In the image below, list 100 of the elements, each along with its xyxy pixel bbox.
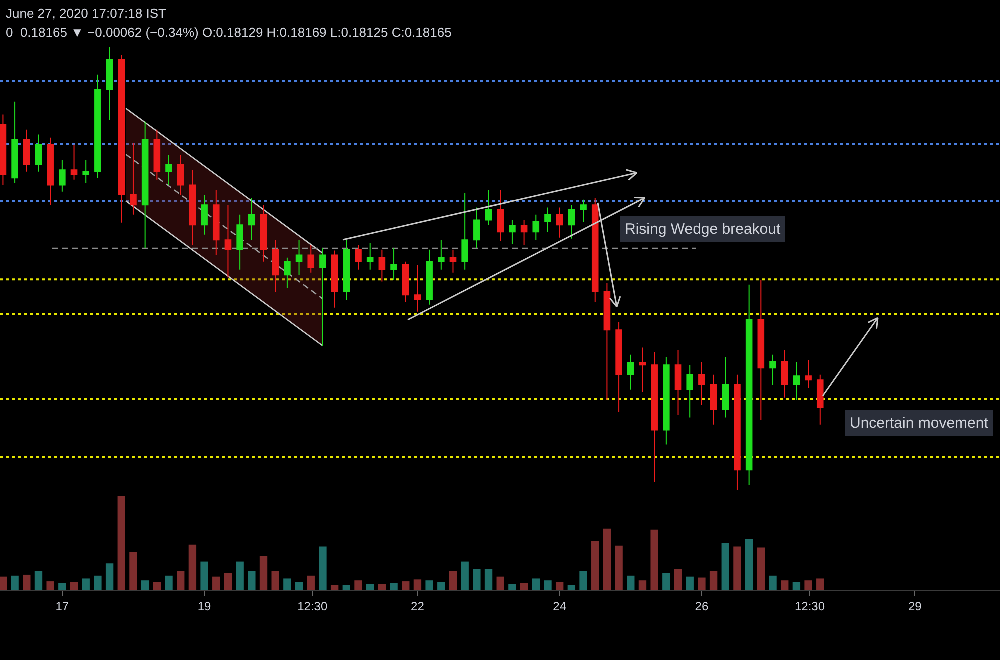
candlestick [485,190,492,226]
candlestick [722,356,730,418]
candlestick [142,121,149,249]
candlestick [308,244,315,274]
candlestick [438,240,445,270]
bar [34,571,43,590]
bar [544,580,552,590]
bar [390,583,398,590]
candlestick [130,142,137,216]
bar [200,562,208,590]
candlestick [793,361,800,401]
candlestick [509,220,516,245]
bar [496,576,504,590]
x-tick-label: 24 [553,599,567,614]
candlestick [474,207,480,249]
bar [734,546,742,590]
bar [662,573,670,590]
bar [414,580,422,590]
x-tick-label: 12:30 [298,599,328,614]
candlestick [816,374,824,426]
candlestick [781,350,788,398]
candlestick [343,240,350,300]
bar [461,562,469,590]
bar [366,584,374,590]
candlestick [296,240,303,276]
bar [816,578,824,590]
bar [792,582,801,590]
candlestick [390,248,398,281]
candlestick [248,198,256,241]
annotation: Rising Wedge breakout [625,221,782,238]
candlestick [746,284,753,486]
bar [272,571,280,590]
candlestick [320,248,326,347]
bar [520,583,528,590]
bar [284,578,292,590]
bar [354,580,362,590]
x-tick-label: 12:30 [795,599,826,614]
bar [438,582,446,590]
bar [94,576,102,590]
bar [745,539,754,590]
bar [473,569,481,590]
candlestick [94,74,102,179]
bar [141,580,150,590]
bar [106,564,114,590]
bar [638,580,647,590]
bar [532,578,540,590]
candlestick [355,244,362,270]
candlestick [189,170,196,246]
candlestick [805,360,812,389]
candlestick [710,374,718,426]
x-tick-label: 19 [198,599,212,614]
chart-subtitle: 0 0.18165 ▼ −0.00062 (−0.34%) O:0.18129 H:0.18169 L:0.18125 C:0.18165 [6,25,452,40]
bar [224,573,232,590]
bar [603,528,612,590]
candlestick [35,134,42,172]
bar [769,576,777,590]
bar [426,580,434,590]
bar [153,582,162,590]
bar [722,543,730,590]
bar [378,584,386,590]
bar [319,546,327,590]
candlestick [450,249,457,274]
bar [556,582,564,590]
candlestick [260,204,268,262]
bar [295,582,304,590]
bar [330,585,339,590]
bar [130,552,138,590]
candlestick [201,194,208,236]
candlestick [378,249,386,282]
bar [165,576,173,590]
candlestick [82,159,90,184]
candlestick [272,240,279,292]
candlestick [12,101,18,184]
candlestick [616,322,622,413]
annotation: Uncertain movement [850,415,990,432]
candlestick [106,47,114,121]
bar [260,556,268,590]
bar [236,562,244,590]
candlestick [568,204,576,240]
candlestick [544,207,552,233]
bar [82,578,90,590]
bar [615,546,623,590]
x-tick-label: 17 [56,599,70,614]
candlestick [0,114,7,186]
x-tick-label: 26 [695,599,709,614]
candlestick [592,198,599,303]
candlestick [414,264,422,312]
candlestick [59,159,66,192]
candlestick [154,129,161,180]
bar [710,571,718,590]
candlestick [426,249,433,306]
bar [0,576,8,590]
candlestick [177,154,184,196]
candlestick [47,137,54,206]
candlestick [627,354,634,390]
candlestick [166,154,172,186]
candlestick [118,54,126,224]
bar [118,496,126,590]
x-tick-label: 29 [908,599,922,614]
bar [686,576,694,590]
